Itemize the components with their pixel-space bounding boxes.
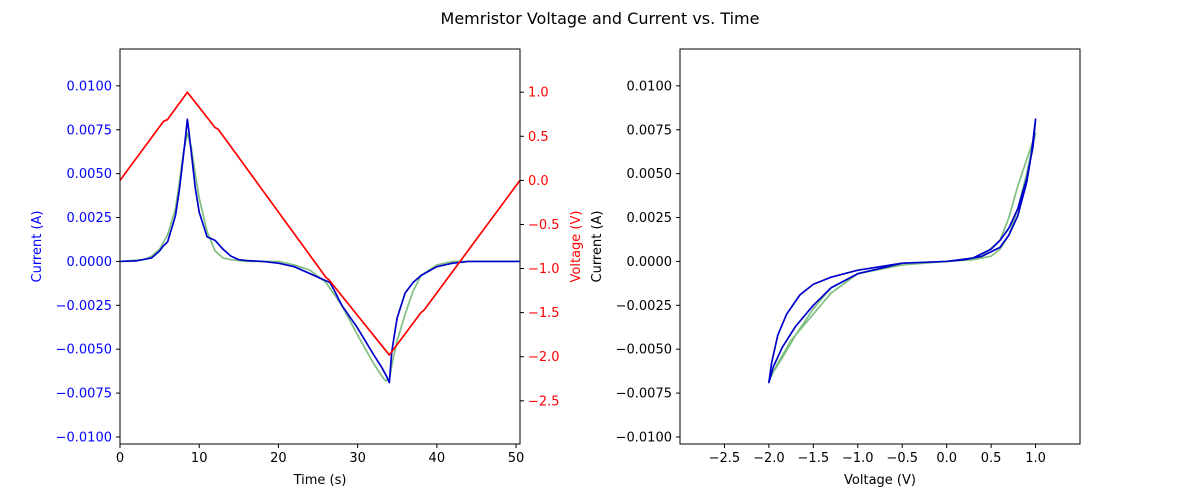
- iv-current-y-tick-label: −0.0050: [616, 343, 672, 358]
- time-plot-series: [120, 91, 520, 384]
- voltage-line: [120, 91, 520, 356]
- voltage-y-tick-label: −1.0: [528, 262, 560, 277]
- voltage-x-tick-label: 1.0: [1025, 451, 1046, 466]
- iv-plot-y-ticks: −0.0100 −0.0075 −0.0050 −0.0025 0.0000 0.0025…: [616, 79, 680, 445]
- current-y-tick-label: 0.0050: [67, 167, 113, 182]
- time-plot-x-ticks: 0 10 20 30 40 50: [116, 444, 524, 466]
- iv-plot-y-axis-label: Current (A): [590, 211, 605, 283]
- voltage-x-tick-label: 0.0: [936, 451, 957, 466]
- time-plot-current-axis-label: Current (A): [30, 211, 45, 283]
- voltage-x-tick-label: 0.5: [981, 451, 1002, 466]
- voltage-y-tick-label: −0.5: [528, 218, 560, 233]
- time-x-tick-label: 0: [116, 451, 124, 466]
- current-y-tick-label: 0.0100: [67, 79, 113, 94]
- iv-current-y-tick-label: −0.0100: [616, 430, 672, 445]
- iv-current-y-tick-label: −0.0025: [616, 299, 672, 314]
- current-y-tick-label: 0.0075: [67, 123, 113, 138]
- time-plot-voltage-ticks: −2.5 −2.0 −1.5 −1.0 −0.5 0.0 0.5 1.0: [520, 86, 560, 409]
- voltage-x-tick-label: −2.5: [709, 451, 741, 466]
- voltage-y-tick-label: 0.5: [528, 130, 549, 145]
- current-y-tick-label: −0.0050: [56, 343, 112, 358]
- voltage-y-tick-label: −2.0: [528, 350, 560, 365]
- iv-current-y-tick-label: 0.0000: [627, 255, 673, 270]
- iv-current-y-tick-label: 0.0075: [627, 123, 673, 138]
- voltage-y-tick-label: 1.0: [528, 86, 549, 101]
- voltage-x-tick-label: −1.5: [798, 451, 830, 466]
- iv-plot: −2.5 −2.0 −1.5 −1.0 −0.5 0.0 0.5 1.0 −0.0100−0.…: [590, 48, 1081, 488]
- current-y-tick-label: −0.0100: [56, 430, 112, 445]
- iv-plot-x-axis-label: Voltage (V): [844, 473, 916, 488]
- current-y-tick-label: −0.0075: [56, 387, 112, 402]
- current-y-tick-label: 0.0000: [67, 255, 113, 270]
- time-x-tick-label: 30: [349, 451, 366, 466]
- voltage-x-tick-label: −2.0: [753, 451, 785, 466]
- time-plot-current-ticks: −0.0100 −0.0075 −0.0050 −0.0025 0.0000 0.0025…: [56, 79, 120, 445]
- time-plot-voltage-axis-label: Voltage (V): [569, 211, 584, 283]
- voltage-x-tick-label: −1.0: [842, 451, 874, 466]
- voltage-y-tick-label: −1.5: [528, 306, 560, 321]
- measured-iv-curve: [768, 118, 1037, 384]
- iv-current-y-tick-label: 0.0100: [627, 79, 673, 94]
- time-x-tick-label: 10: [191, 451, 208, 466]
- measured-current-line: [120, 118, 520, 384]
- voltage-y-tick-label: 0.0: [528, 174, 549, 189]
- iv-current-y-tick-label: −0.0075: [616, 387, 672, 402]
- iv-current-y-tick-label: 0.0025: [627, 211, 673, 226]
- iv-plot-frame: [679, 48, 1081, 445]
- voltage-y-tick-label: −2.5: [528, 394, 560, 409]
- time-plot: 0 10 20 30 40 50 −0.0100 −0.0075 −0.0050 −0.0025…: [30, 48, 584, 488]
- figure-title: Memristor Voltage and Current vs. Time: [441, 9, 760, 28]
- time-plot-x-axis-label: Time (s): [293, 473, 347, 488]
- iv-plot-x-ticks: −2.5 −2.0 −1.5 −1.0 −0.5 0.0 0.5 1.0: [709, 444, 1046, 466]
- time-x-tick-label: 20: [270, 451, 287, 466]
- iv-current-y-tick-label: 0.0050: [627, 167, 673, 182]
- voltage-x-tick-label: −0.5: [886, 451, 918, 466]
- time-plot-frame: [119, 48, 521, 445]
- time-x-tick-label: 40: [429, 451, 446, 466]
- current-y-tick-label: −0.0025: [56, 299, 112, 314]
- iv-plot-series: [768, 118, 1037, 384]
- current-y-tick-label: 0.0025: [67, 211, 113, 226]
- time-x-tick-label: 50: [508, 451, 525, 466]
